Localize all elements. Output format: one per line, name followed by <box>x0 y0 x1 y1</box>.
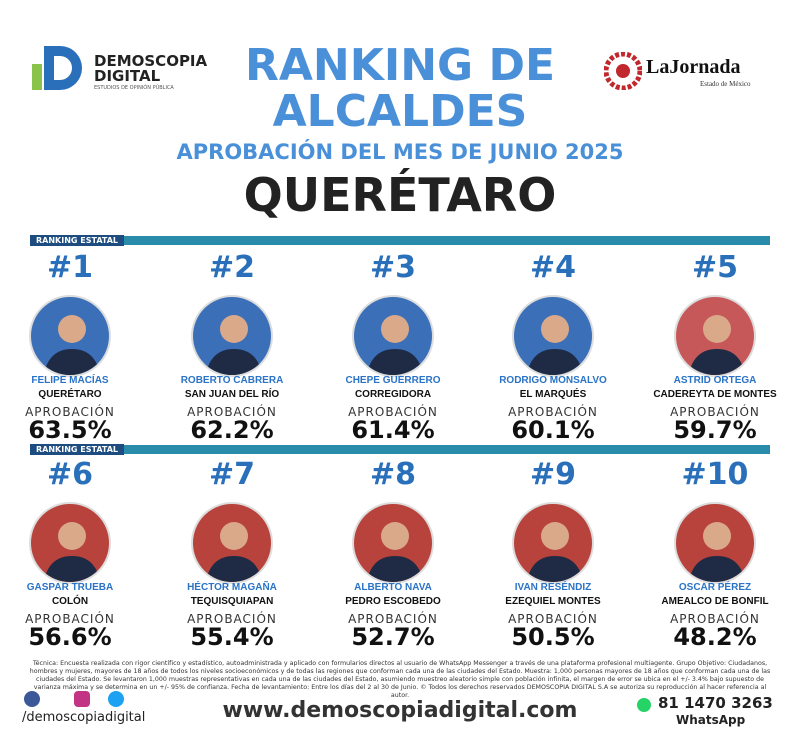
state: QUERÉTARO <box>243 168 557 222</box>
social-icons <box>24 691 124 707</box>
section-label: RANKING ESTATAL <box>30 235 125 246</box>
mayor-photo <box>674 295 756 377</box>
rank-number: #7 <box>208 457 255 492</box>
municipality: TEQUISQUIAPAN <box>190 596 274 607</box>
municipality: EL MARQUÉS <box>519 389 587 400</box>
approval-value: 61.4% <box>351 416 435 444</box>
avatar <box>205 522 263 582</box>
mayor-name: RODRIGO MONSALVO <box>499 375 607 386</box>
approval-label: APROBACIÓN <box>348 405 438 419</box>
social-handle: /demoscopiadigital <box>22 710 146 725</box>
municipality: AMEALCO DE BONFIL <box>661 596 769 607</box>
municipality: CORREGIDORA <box>354 389 432 400</box>
approval-label: APROBACIÓN <box>670 612 760 626</box>
approval-label: APROBACIÓN <box>25 612 115 626</box>
partner-region: Estado de México <box>700 80 751 88</box>
avatar <box>43 522 101 582</box>
approval-value: 62.2% <box>190 416 274 444</box>
mayor-name: IVAN RESÉNDIZ <box>514 582 592 593</box>
approval-value: 55.4% <box>190 623 274 651</box>
municipality: SAN JUAN DEL RÍO <box>184 389 280 400</box>
section-bar <box>30 445 770 454</box>
mayor-photo <box>512 295 594 377</box>
section-bar <box>30 236 770 245</box>
rank-number: #4 <box>529 250 576 285</box>
mayor-name: OSCAR PÉREZ <box>678 582 752 593</box>
mayor-photo <box>352 502 434 584</box>
brand-logo <box>32 46 82 90</box>
municipality: PEDRO ESCOBEDO <box>345 596 441 607</box>
avatar <box>526 522 584 582</box>
method-note: Técnica: Encuesta realizada con rigor ci… <box>29 660 771 699</box>
website[interactable]: www.demoscopiadigital.com <box>222 698 578 723</box>
mayor-photo <box>512 502 594 584</box>
phone: 81 1470 3263 <box>658 694 773 712</box>
rank-number: #2 <box>208 250 255 285</box>
mayor-name: CHEPE GUERRERO <box>345 375 441 386</box>
mayor-name: ALBERTO NAVA <box>354 582 432 593</box>
whatsapp-icon <box>637 698 651 712</box>
brand-tagline: ESTUDIOS DE OPINIÓN PÚBLICA <box>94 85 174 91</box>
approval-value: 63.5% <box>28 416 112 444</box>
mayor-name: ROBERTO CABRERA <box>180 375 284 386</box>
rank-number: #9 <box>529 457 576 492</box>
municipality: EZEQUIEL MONTES <box>505 596 601 607</box>
avatar <box>366 315 424 375</box>
mayor-photo <box>352 295 434 377</box>
rank-number: #1 <box>46 250 93 285</box>
mayor-photo <box>191 295 273 377</box>
partner-name: LaJornada <box>646 56 741 78</box>
brand-name: DEMOSCOPIA DIGITAL <box>94 52 208 85</box>
section-label: RANKING ESTATAL <box>30 444 125 455</box>
approval-value: 60.1% <box>511 416 595 444</box>
approval-value: 52.7% <box>351 623 435 651</box>
mayor-photo <box>674 502 756 584</box>
municipality: CADEREYTA DE MONTES <box>653 389 777 400</box>
mayor-name: GASPAR TRUEBA <box>26 582 114 593</box>
approval-label: APROBACIÓN <box>508 612 598 626</box>
mayor-photo <box>191 502 273 584</box>
rank-number: #3 <box>369 250 416 285</box>
approval-value: 59.7% <box>673 416 757 444</box>
mayor-photo <box>29 295 111 377</box>
mayor-name: FELIPE MACÍAS <box>31 375 109 386</box>
approval-label: APROBACIÓN <box>348 612 438 626</box>
approval-value: 56.6% <box>28 623 112 651</box>
whatsapp-label: WhatsApp <box>676 713 746 727</box>
avatar <box>366 522 424 582</box>
municipality: QUERÉTARO <box>38 389 102 400</box>
partner-logo <box>604 52 642 90</box>
rank-number: #10 <box>681 457 749 492</box>
avatar <box>688 522 746 582</box>
approval-label: APROBACIÓN <box>670 405 760 419</box>
mayor-name: HÉCTOR MAGAÑA <box>187 582 277 593</box>
avatar <box>43 315 101 375</box>
subtitle: APROBACIÓN DEL MES DE JUNIO 2025 <box>176 140 624 164</box>
approval-value: 50.5% <box>511 623 595 651</box>
municipality: COLÓN <box>51 596 89 607</box>
avatar <box>688 315 746 375</box>
mayor-photo <box>29 502 111 584</box>
title: RANKING DE <box>244 40 556 91</box>
approval-label: APROBACIÓN <box>187 405 277 419</box>
approval-label: APROBACIÓN <box>508 405 598 419</box>
approval-value: 48.2% <box>673 623 757 651</box>
rank-number: #6 <box>46 457 93 492</box>
avatar <box>205 315 263 375</box>
approval-label: APROBACIÓN <box>187 612 277 626</box>
avatar <box>526 315 584 375</box>
rank-number: #5 <box>691 250 738 285</box>
rank-number: #8 <box>369 457 416 492</box>
title: ALCALDES <box>272 86 528 137</box>
approval-label: APROBACIÓN <box>25 405 115 419</box>
mayor-name: ASTRID ORTEGA <box>673 375 757 386</box>
